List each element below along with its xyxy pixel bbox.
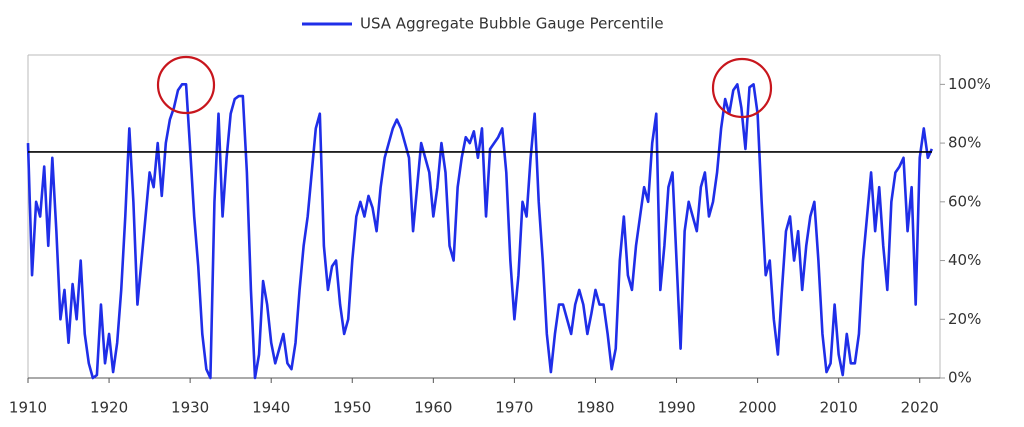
y-tick-label: 40% (948, 251, 981, 269)
y-tick-label: 100% (948, 75, 991, 93)
x-tick-label: 2020 (901, 399, 939, 417)
data-line (26, 83, 934, 380)
x-tick-label: 1930 (171, 399, 209, 417)
y-tick-label: 0% (948, 369, 972, 387)
x-tick-label: 1950 (333, 399, 371, 417)
highlight-circle (711, 57, 773, 119)
x-tick-label: 1940 (252, 399, 290, 417)
plot-frame (27, 54, 941, 378)
x-tick-label: 1910 (9, 399, 47, 417)
legend-label: USA Aggregate Bubble Gauge Percentile (360, 15, 664, 33)
y-tick-label: 60% (948, 192, 981, 210)
x-tick-label: 1960 (414, 399, 452, 417)
y-tick-label: 80% (948, 134, 981, 152)
x-tick-label: 2010 (820, 399, 858, 417)
x-tick-label: 1980 (576, 399, 614, 417)
x-tick-label: 1920 (90, 399, 128, 417)
y-tick-label: 20% (948, 310, 981, 328)
x-tick-label: 1990 (657, 399, 695, 417)
x-tick-label: 2000 (739, 399, 777, 417)
x-tick-label: 1970 (495, 399, 533, 417)
highlight-circle (156, 55, 216, 115)
